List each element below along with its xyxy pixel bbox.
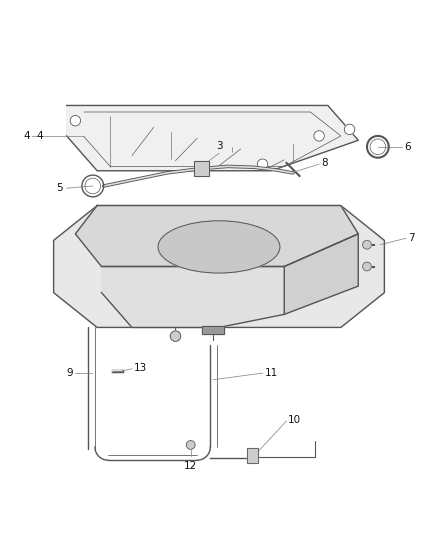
Text: 4: 4 xyxy=(23,131,30,141)
Ellipse shape xyxy=(158,221,280,273)
Text: 1: 1 xyxy=(110,241,117,251)
Text: 12: 12 xyxy=(258,288,272,297)
Text: 4: 4 xyxy=(36,131,43,141)
Polygon shape xyxy=(53,206,385,327)
Circle shape xyxy=(70,116,81,126)
Bar xyxy=(247,448,258,463)
Text: 12: 12 xyxy=(184,461,198,471)
Polygon shape xyxy=(75,206,358,266)
Circle shape xyxy=(363,262,371,271)
Circle shape xyxy=(186,441,195,449)
Circle shape xyxy=(363,240,371,249)
Text: 3: 3 xyxy=(215,141,223,151)
Bar xyxy=(202,326,224,334)
Circle shape xyxy=(314,131,324,141)
Polygon shape xyxy=(284,234,358,314)
Text: 6: 6 xyxy=(404,142,410,152)
Bar xyxy=(202,326,224,334)
Polygon shape xyxy=(102,266,284,327)
Bar xyxy=(194,161,209,176)
Bar xyxy=(194,161,209,176)
Text: 10: 10 xyxy=(288,415,301,425)
Text: 11: 11 xyxy=(265,368,278,378)
Text: 9: 9 xyxy=(67,368,73,378)
Bar xyxy=(247,448,258,463)
Circle shape xyxy=(344,124,355,135)
Polygon shape xyxy=(67,106,358,171)
Text: 2: 2 xyxy=(141,294,147,304)
Text: 8: 8 xyxy=(321,158,328,168)
Circle shape xyxy=(170,331,181,341)
Text: 13: 13 xyxy=(134,364,147,373)
Circle shape xyxy=(257,159,268,169)
Text: 5: 5 xyxy=(56,183,62,193)
Text: 7: 7 xyxy=(408,233,415,243)
